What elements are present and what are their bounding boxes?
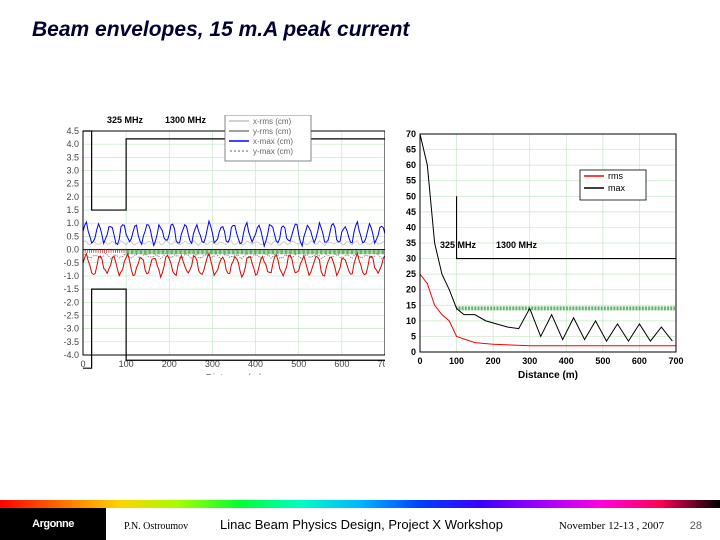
svg-text:40: 40 bbox=[406, 222, 416, 232]
svg-text:0.0: 0.0 bbox=[66, 245, 79, 255]
svg-text:65: 65 bbox=[406, 145, 416, 155]
svg-text:rms: rms bbox=[608, 171, 623, 181]
svg-text:Distance (m): Distance (m) bbox=[518, 370, 578, 380]
svg-text:x-max (cm): x-max (cm) bbox=[253, 137, 293, 146]
svg-text:y-max (cm): y-max (cm) bbox=[253, 147, 293, 156]
footer: Argonne P.N. Ostroumov Linac Beam Physic… bbox=[0, 508, 720, 540]
slide-root: Beam envelopes, 15 m.A peak current -4.0… bbox=[0, 0, 720, 540]
svg-text:-1.0: -1.0 bbox=[63, 271, 79, 281]
svg-text:300: 300 bbox=[522, 356, 537, 366]
svg-text:700: 700 bbox=[668, 356, 683, 366]
svg-text:-0.5: -0.5 bbox=[63, 258, 79, 268]
svg-text:325 MHz: 325 MHz bbox=[107, 115, 144, 125]
argonne-logo: Argonne bbox=[32, 518, 74, 530]
svg-text:-3.0: -3.0 bbox=[63, 324, 79, 334]
svg-text:0: 0 bbox=[80, 359, 85, 369]
svg-text:30: 30 bbox=[406, 254, 416, 264]
svg-text:max: max bbox=[608, 183, 626, 193]
svg-text:60: 60 bbox=[406, 160, 416, 170]
svg-text:325 MHz: 325 MHz bbox=[440, 240, 477, 250]
svg-text:600: 600 bbox=[632, 356, 647, 366]
svg-text:x-rms (cm): x-rms (cm) bbox=[253, 117, 292, 126]
rainbow-divider bbox=[0, 500, 720, 508]
right-chart: 0510152025303540455055606570010020030040… bbox=[380, 120, 690, 380]
svg-text:55: 55 bbox=[406, 176, 416, 186]
svg-text:y-rms (cm): y-rms (cm) bbox=[253, 127, 292, 136]
footer-page-number: 28 bbox=[690, 520, 702, 532]
svg-text:3.5: 3.5 bbox=[66, 152, 79, 162]
svg-text:1.0: 1.0 bbox=[66, 218, 79, 228]
svg-text:15: 15 bbox=[406, 300, 416, 310]
svg-text:1.5: 1.5 bbox=[66, 205, 79, 215]
svg-text:2.0: 2.0 bbox=[66, 192, 79, 202]
svg-text:45: 45 bbox=[406, 207, 416, 217]
svg-text:20: 20 bbox=[406, 285, 416, 295]
footer-date: November 12-13 , 2007 bbox=[559, 520, 664, 532]
svg-text:500: 500 bbox=[595, 356, 610, 366]
svg-text:-4.0: -4.0 bbox=[63, 350, 79, 360]
svg-text:3.0: 3.0 bbox=[66, 166, 79, 176]
svg-text:-1.5: -1.5 bbox=[63, 284, 79, 294]
footer-title: Linac Beam Physics Design, Project X Wor… bbox=[220, 517, 503, 532]
svg-text:1300 MHz: 1300 MHz bbox=[165, 115, 207, 125]
svg-text:200: 200 bbox=[486, 356, 501, 366]
svg-text:100: 100 bbox=[449, 356, 464, 366]
svg-text:-2.5: -2.5 bbox=[63, 310, 79, 320]
svg-text:0: 0 bbox=[411, 347, 416, 357]
svg-text:0.5: 0.5 bbox=[66, 231, 79, 241]
svg-text:35: 35 bbox=[406, 238, 416, 248]
svg-text:Distance (m): Distance (m) bbox=[206, 373, 263, 375]
svg-text:50: 50 bbox=[406, 191, 416, 201]
slide-title: Beam envelopes, 15 m.A peak current bbox=[32, 18, 409, 42]
svg-text:4.5: 4.5 bbox=[66, 126, 79, 136]
svg-text:-3.5: -3.5 bbox=[63, 337, 79, 347]
svg-text:1300 MHz: 1300 MHz bbox=[496, 240, 538, 250]
svg-text:5: 5 bbox=[411, 331, 416, 341]
svg-text:4.0: 4.0 bbox=[66, 139, 79, 149]
svg-text:0: 0 bbox=[417, 356, 422, 366]
footer-author: P.N. Ostroumov bbox=[124, 521, 188, 532]
svg-text:2.5: 2.5 bbox=[66, 179, 79, 189]
svg-text:-2.0: -2.0 bbox=[63, 297, 79, 307]
svg-text:10: 10 bbox=[406, 316, 416, 326]
svg-text:400: 400 bbox=[559, 356, 574, 366]
footer-logo-box: Argonne bbox=[0, 508, 106, 540]
left-chart: -4.0 -3.5 -3.0 -2.5 -2.0 -1.5 -1.0 -0.5 0.0 0.5 1.… bbox=[35, 115, 385, 375]
svg-text:70: 70 bbox=[406, 129, 416, 139]
svg-text:25: 25 bbox=[406, 269, 416, 279]
